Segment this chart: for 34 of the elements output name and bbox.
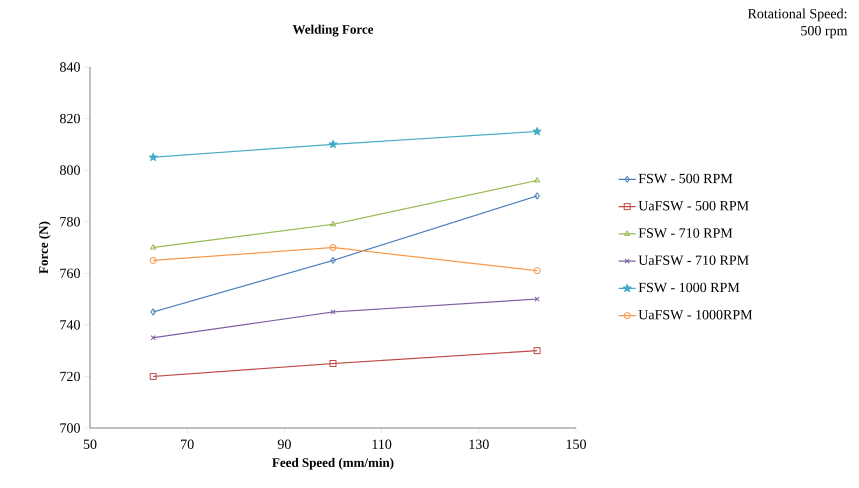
y-tick-label: 840: [60, 62, 80, 72]
chart-title: Welding Force: [292, 24, 374, 36]
text: Rotational Speed: 500 rpm: [748, 8, 848, 38]
legend-label: FSW - 1000 RPM: [638, 282, 740, 292]
y-tick-label: 760: [60, 268, 80, 278]
y-tick-label: 740: [60, 320, 80, 330]
point: [328, 140, 338, 148]
legend-label: UaFSW - 710 RPM: [638, 255, 749, 266]
x-tick-label: 150: [566, 440, 586, 449]
x-axis-title: Feed Speed (mm/min): [272, 458, 394, 470]
point: [330, 220, 336, 226]
legend-label: UaFSW - 500 RPM: [638, 201, 749, 211]
y-axis-title: Force (N): [38, 222, 51, 274]
point: [532, 126, 542, 136]
x-tick-label: 70: [181, 440, 194, 449]
point: [330, 244, 336, 251]
x-tick-label: 50: [84, 440, 96, 449]
point: [534, 347, 541, 354]
point: [330, 309, 336, 315]
x-tick-label: 130: [470, 440, 489, 449]
point: [148, 152, 158, 162]
legend-label: UaFSW - 1000RPM: [638, 310, 752, 320]
y-tick-label: 800: [60, 165, 80, 175]
y-tick-label: 700: [60, 423, 80, 433]
legend-label: FSW - 710 RPM: [638, 228, 732, 238]
y-tick-label: 820: [60, 114, 80, 124]
y-tick-label: 780: [60, 216, 80, 226]
point: [330, 360, 336, 368]
point: [150, 372, 157, 380]
x-tick-label: 90: [278, 440, 291, 449]
x-tick-label: 110: [372, 440, 392, 449]
legend-label: FSW - 500 RPM: [638, 174, 732, 184]
point: [330, 256, 336, 264]
y-tick-label: 720: [60, 372, 80, 382]
